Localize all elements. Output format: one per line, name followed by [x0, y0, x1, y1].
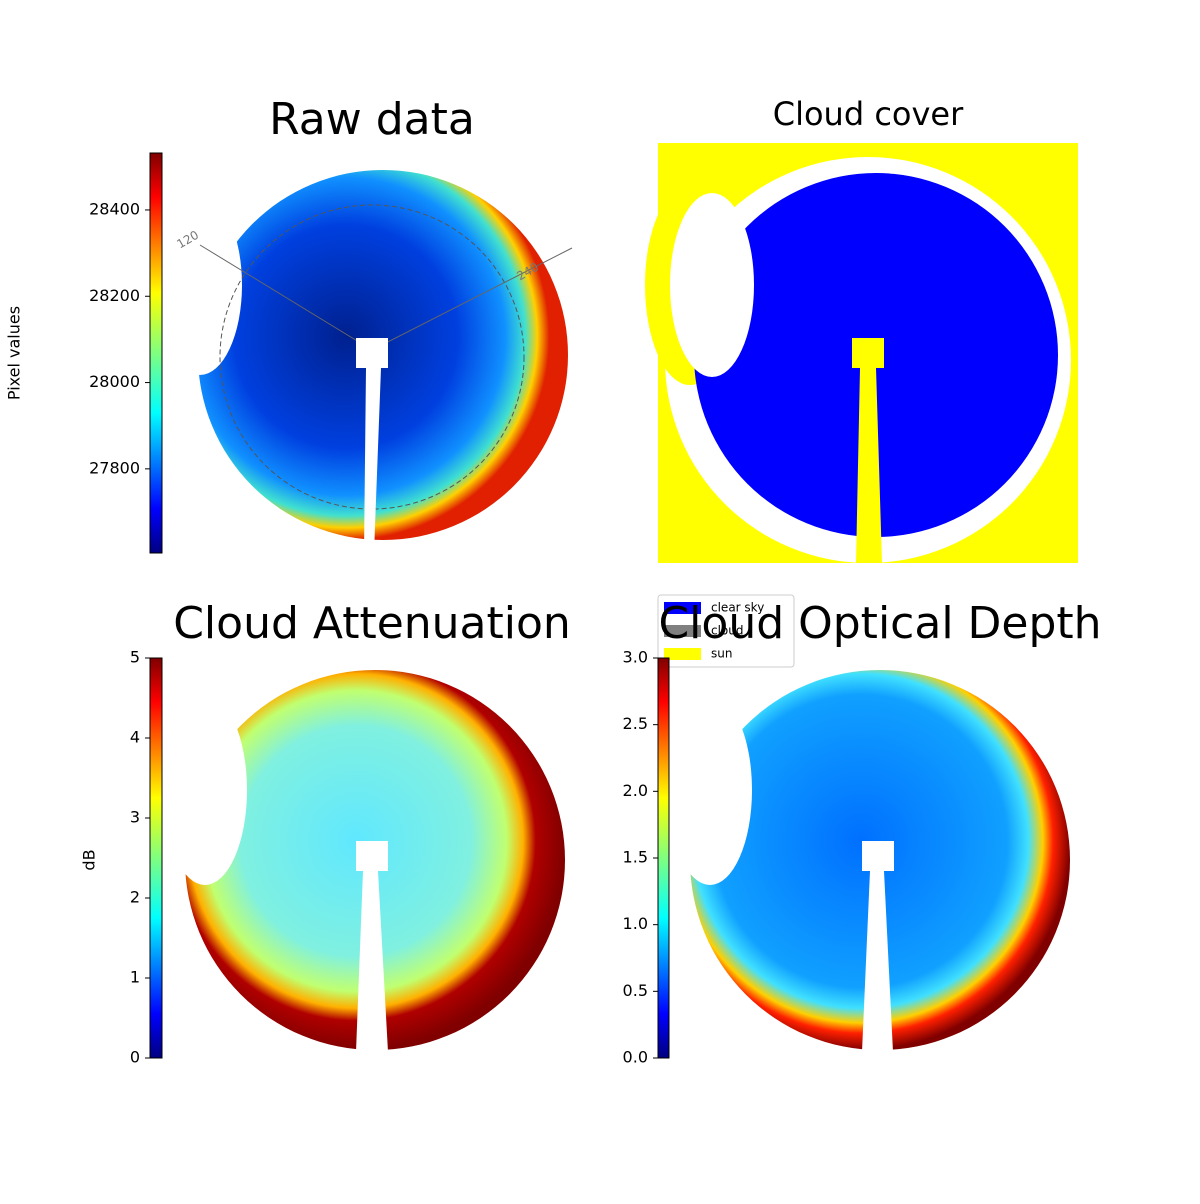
legend-swatch	[664, 648, 701, 660]
colorbar-tick-label: 1.0	[623, 914, 648, 933]
colorbar-tick-label: 2	[130, 888, 140, 907]
panel-title: Cloud Optical Depth	[658, 598, 1101, 649]
colorbar-tick-label: 2.0	[623, 781, 648, 800]
cloud-cover-image	[645, 143, 1078, 563]
colorbar	[149, 657, 163, 1059]
legend-label: cloud	[711, 624, 744, 638]
colorbar-tick-label: 4	[130, 728, 140, 747]
colorbar-tick-label: 0	[130, 1048, 140, 1067]
legend-swatch	[664, 625, 701, 637]
panel-title: Cloud Attenuation	[173, 598, 571, 649]
colorbar-label: dB	[80, 849, 99, 870]
colorbar-tick-label: 28000	[89, 372, 140, 391]
colorbar-tick-label: 3.0	[623, 648, 648, 667]
colorbar-tick-label: 0.5	[623, 981, 648, 1000]
colorbar-tick-label: 0.0	[623, 1048, 648, 1067]
panel-title: Raw data	[269, 94, 475, 145]
colorbar-tick-label: 28400	[89, 199, 140, 218]
panel-title: Cloud cover	[773, 95, 964, 133]
colorbar-tick-label: 5	[130, 648, 140, 667]
colorbar-tick-label: 27800	[89, 458, 140, 477]
colorbar-tick-label: 3	[130, 808, 140, 827]
legend-label: sun	[711, 647, 732, 661]
attenuation-image	[163, 670, 565, 1052]
colorbar-tick-label: 1.5	[623, 848, 648, 867]
optical-depth-image	[668, 670, 1070, 1052]
colorbar-tick-label: 28200	[89, 286, 140, 305]
colorbar	[149, 152, 163, 554]
legend-label: clear sky	[711, 601, 764, 615]
colorbar-tick-label: 1	[130, 968, 140, 987]
colorbar-label: Pixel values	[5, 306, 24, 400]
colorbar-tick-label: 2.5	[623, 714, 648, 733]
raw-image	[158, 170, 573, 553]
colorbar	[657, 657, 670, 1059]
legend-swatch	[664, 602, 701, 614]
